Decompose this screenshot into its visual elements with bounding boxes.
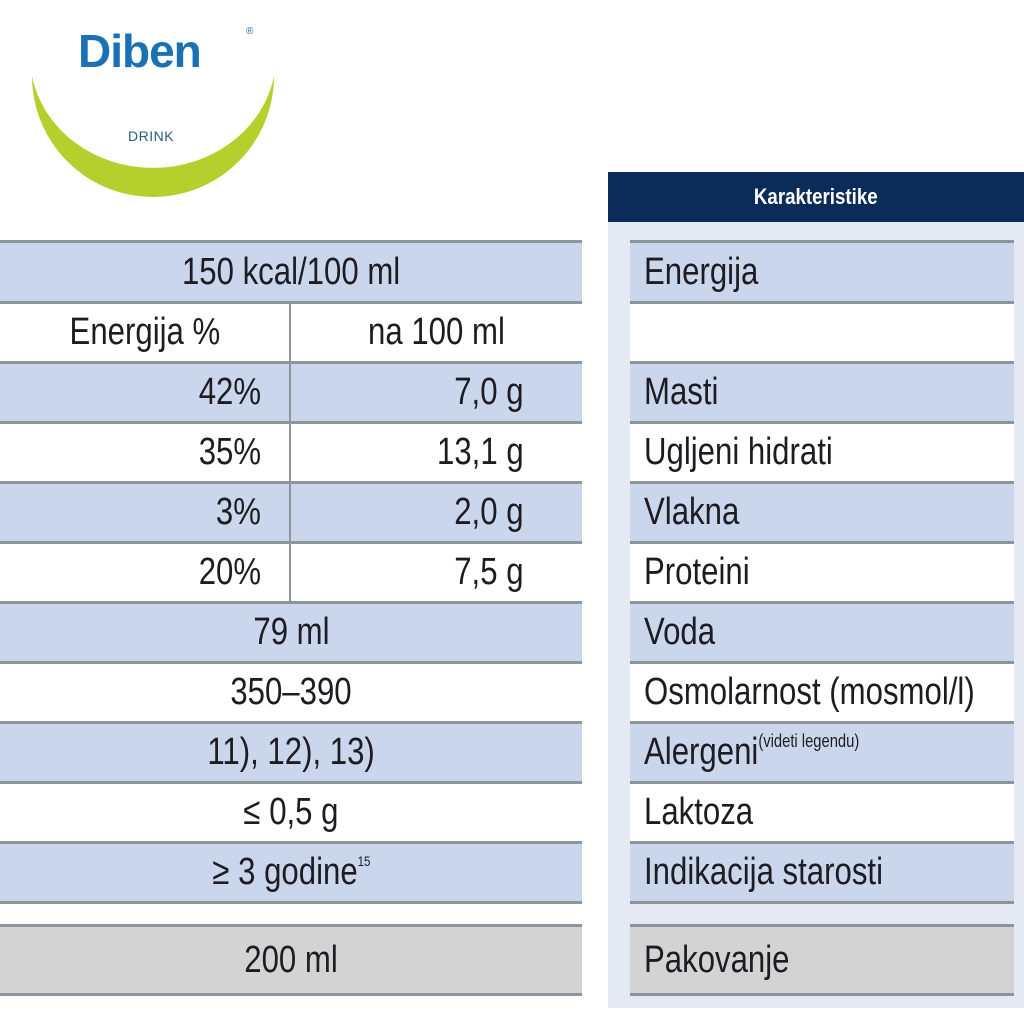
label-row: Vlakna (630, 484, 1014, 544)
label-row: Indikacija starosti (630, 844, 1014, 904)
label-allergens: Alergeni (644, 731, 759, 773)
label-carbs: Ugljeni hidrati (644, 431, 833, 473)
label-row: Ugljeni hidrati (630, 424, 1014, 484)
label-protein: Proteini (644, 551, 750, 593)
table-row: 35% 13,1 g (0, 424, 582, 484)
label-row: Pakovanje (630, 924, 1014, 996)
col-header-per-100ml: na 100 ml (368, 311, 505, 353)
osmolarity-row: 350–390 (0, 664, 582, 724)
osmolarity-value: 350–390 (230, 671, 352, 713)
water-value: 79 ml (252, 611, 330, 653)
age-footnote: 15 (357, 853, 371, 869)
label-row: Alergeni(videti legendu) (630, 724, 1014, 784)
label-row: Masti (630, 364, 1014, 424)
diben-logo: Diben ® DRINK (28, 10, 278, 200)
carbs-pct: 35% (198, 431, 261, 473)
header-title: Karakteristike (754, 184, 878, 209)
label-age: Indikacija starosti (644, 851, 884, 893)
table-row: 3% 2,0 g (0, 484, 582, 544)
label-fat: Masti (644, 371, 719, 413)
kcal-value: 150 kcal/100 ml (181, 250, 401, 293)
logo-brand: Diben (78, 25, 202, 77)
column-header-row: Energija % na 100 ml (0, 304, 582, 364)
age-value: ≥ 3 godine (211, 851, 358, 893)
protein-amount: 7,5 g (454, 551, 524, 593)
protein-pct: 20% (198, 551, 261, 593)
water-row: 79 ml (0, 604, 582, 664)
lactose-row: ≤ 0,5 g (0, 784, 582, 844)
col-header-energy-pct: Energija % (69, 311, 220, 353)
label-energy: Energija (644, 250, 759, 293)
table-row: 20% 7,5 g (0, 544, 582, 604)
label-row: Energija (630, 240, 1014, 304)
characteristics-header: Karakteristike (608, 172, 1024, 222)
logo-arc-icon (32, 76, 274, 197)
age-row: ≥ 3 godine15 (0, 844, 582, 904)
allergen-note: (videti legendu) (758, 731, 860, 751)
label-row: Laktoza (630, 784, 1014, 844)
table-row: 42% 7,0 g (0, 364, 582, 424)
label-row: Voda (630, 604, 1014, 664)
logo-subtitle: DRINK (128, 128, 175, 144)
label-osmolarity: Osmolarnost (mosmol/l) (644, 671, 975, 713)
allergens-row: 11), 12), 13) (0, 724, 582, 784)
label-row: Osmolarnost (mosmol/l) (630, 664, 1014, 724)
fiber-amount: 2,0 g (454, 491, 524, 533)
carbs-amount: 13,1 g (437, 431, 524, 473)
fiber-pct: 3% (215, 491, 261, 533)
kcal-row: 150 kcal/100 ml (0, 240, 582, 304)
lactose-value: ≤ 0,5 g (243, 791, 339, 833)
logo-registered: ® (246, 26, 254, 37)
label-lactose: Laktoza (644, 791, 754, 833)
label-row (630, 304, 1014, 364)
fat-pct: 42% (198, 371, 261, 413)
allergens-value: 11), 12), 13) (207, 731, 375, 773)
label-fiber: Vlakna (644, 491, 740, 533)
label-water: Voda (644, 611, 716, 653)
label-row: Proteini (630, 544, 1014, 604)
label-package: Pakovanje (644, 938, 790, 981)
package-row: 200 ml (0, 924, 582, 996)
package-value: 200 ml (244, 938, 338, 981)
fat-amount: 7,0 g (454, 371, 524, 413)
